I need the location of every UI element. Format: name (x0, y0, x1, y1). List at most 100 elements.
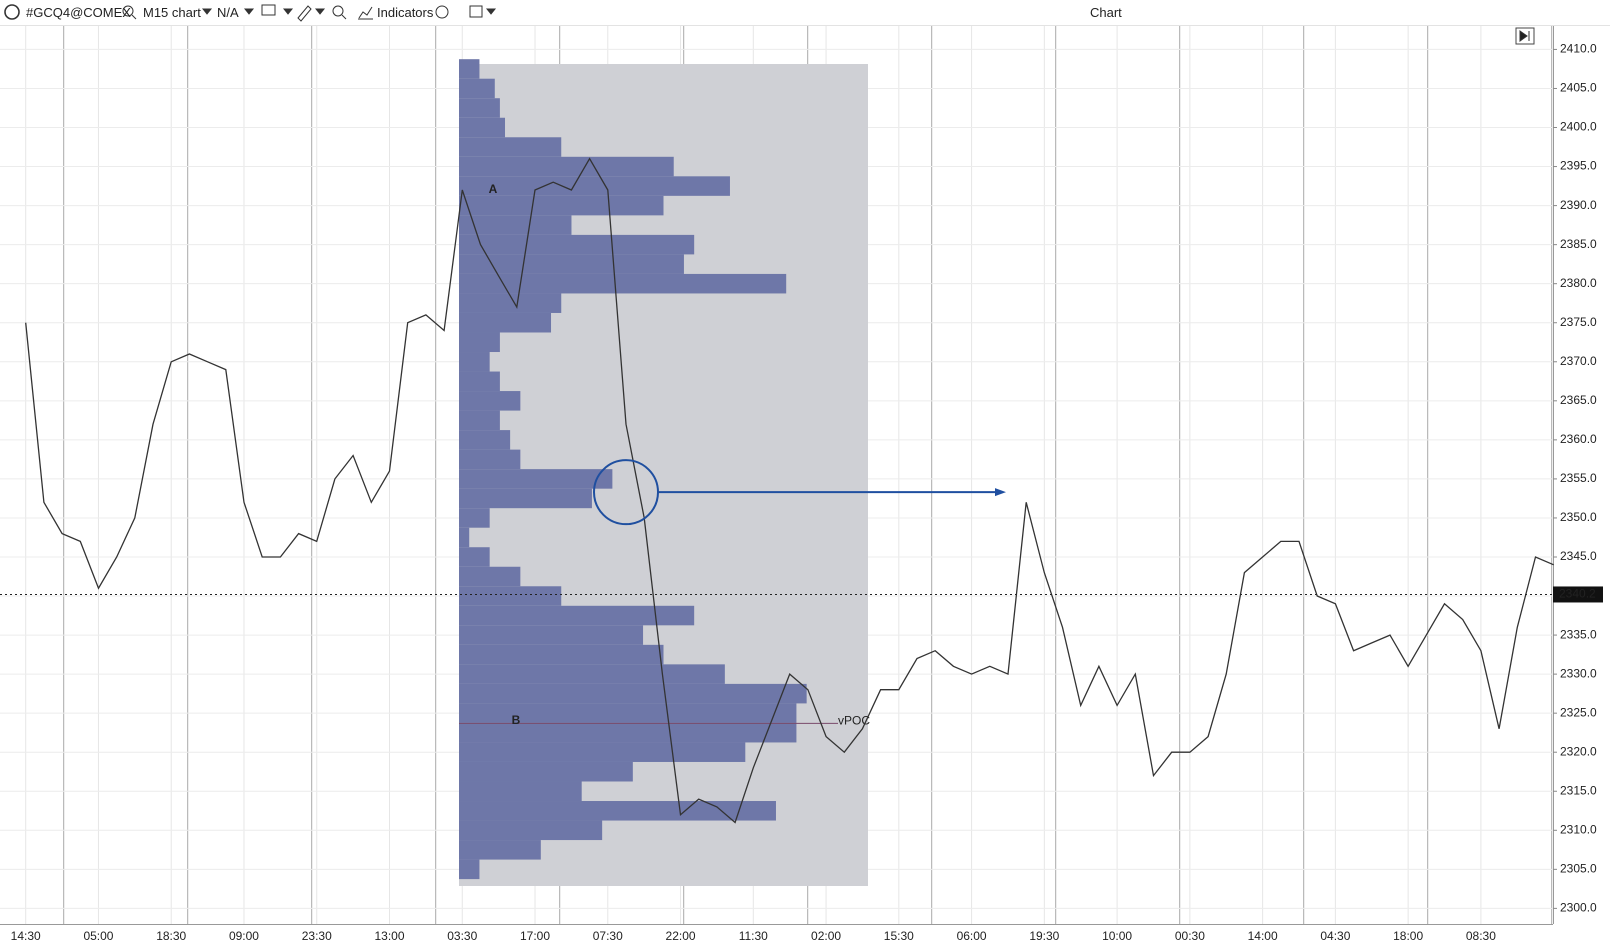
profile-bar (459, 527, 470, 548)
x-tick-label: 04:30 (1320, 929, 1350, 943)
profile-bar (459, 234, 695, 255)
x-tick-label: 11:30 (739, 929, 768, 943)
x-tick-label: 03:30 (447, 929, 477, 943)
x-tick-label: 05:00 (83, 929, 113, 943)
profile-bar (459, 801, 776, 821)
account[interactable]: N/A (217, 5, 239, 20)
profile-bar (459, 566, 521, 587)
profile-bar (459, 683, 807, 704)
x-tick-label: 02:00 (811, 929, 841, 943)
y-tick-label: 2315.0 (1560, 783, 1597, 797)
profile-bar (459, 195, 664, 216)
time-axis-border (0, 924, 1553, 925)
x-tick-label: 15:30 (884, 929, 914, 943)
profile-bar (459, 117, 506, 138)
profile-bar (459, 449, 521, 470)
y-tick-label: 2325.0 (1560, 705, 1597, 719)
profile-bar (459, 722, 797, 743)
x-tick-label: 14:00 (1248, 929, 1278, 943)
y-tick-label: 2335.0 (1560, 627, 1597, 641)
x-tick-label: 00:30 (1175, 929, 1205, 943)
profile-bar (459, 156, 674, 177)
y-tick-label: 2380.0 (1560, 276, 1597, 290)
y-tick-label: 2385.0 (1560, 237, 1597, 251)
profile-bar (459, 625, 644, 645)
x-tick-label: 22:00 (666, 929, 696, 943)
profile-bar (459, 703, 797, 723)
y-tick-label: 2300.0 (1560, 901, 1597, 915)
y-tick-label: 2365.0 (1560, 393, 1597, 407)
y-tick-label: 2330.0 (1560, 666, 1597, 680)
y-tick-label: 2410.0 (1560, 42, 1597, 56)
x-tick-label: 23:30 (302, 929, 332, 943)
y-tick-label: 2310.0 (1560, 822, 1597, 836)
last-price-tag (1553, 586, 1603, 603)
profile-bar (459, 469, 613, 489)
profile-bar (459, 332, 500, 353)
profile-bar (459, 840, 541, 860)
profile-bar (459, 586, 562, 606)
toolbar: #GCQ4@COMEX M15 chart N/A Indicators Cha… (0, 0, 1610, 26)
x-tick-label: 19:30 (1029, 929, 1059, 943)
window-title: Chart (1090, 5, 1122, 20)
timeframe[interactable]: M15 chart (143, 5, 201, 20)
price-axis-border (1553, 26, 1554, 924)
toolbar-icons (4, 4, 1535, 45)
y-tick-label: 2355.0 (1560, 471, 1597, 485)
y-tick-label: 2360.0 (1560, 432, 1597, 446)
y-tick-label: 2390.0 (1560, 198, 1597, 212)
profile-bar (459, 605, 695, 626)
symbol[interactable]: #GCQ4@COMEX (26, 5, 131, 20)
y-tick-label: 2400.0 (1560, 120, 1597, 134)
profile-bar (459, 761, 633, 782)
profile-bar (459, 98, 500, 118)
profile-bar (459, 644, 664, 665)
profile-bar (459, 137, 562, 157)
y-tick-label: 2395.0 (1560, 159, 1597, 173)
profile-bar (459, 78, 495, 99)
annotation: A (489, 182, 498, 196)
y-tick-label: 2305.0 (1560, 862, 1597, 876)
y-tick-label: 2405.0 (1560, 81, 1597, 95)
profile-bar (459, 391, 521, 411)
profile-bar (459, 410, 500, 431)
x-tick-label: 18:00 (1393, 929, 1423, 943)
profile-bar (459, 820, 603, 841)
y-tick-label: 2375.0 (1560, 315, 1597, 329)
profile-bar (459, 352, 490, 372)
profile-bar (459, 781, 582, 802)
profile-bar (459, 273, 787, 294)
annotation: B (512, 713, 521, 727)
profile-bar (459, 547, 490, 567)
profile-bar (459, 59, 480, 79)
profile-bar (459, 859, 480, 880)
profile-bar (459, 312, 552, 333)
profile-bar (459, 176, 730, 196)
x-tick-label: 08:30 (1466, 929, 1496, 943)
profile-bar (459, 371, 500, 392)
x-tick-label: 14:30 (11, 929, 41, 943)
last-price-label: 2340.2 (1559, 587, 1596, 601)
x-tick-label: 06:00 (957, 929, 987, 943)
x-tick-label: 07:30 (593, 929, 623, 943)
x-tick-label: 18:30 (156, 929, 186, 943)
y-tick-label: 2345.0 (1560, 549, 1597, 563)
profile-bar (459, 742, 746, 762)
profile-bar (459, 254, 684, 274)
indicators[interactable]: Indicators (377, 5, 434, 20)
profile-bar (459, 508, 490, 528)
arrow-head (995, 488, 1006, 497)
y-tick-label: 2370.0 (1560, 354, 1597, 368)
profile-bar (459, 430, 511, 450)
profile-bar (459, 293, 562, 313)
price-line (25, 157, 1554, 824)
x-tick-label: 09:00 (229, 929, 259, 943)
profile-bar (459, 664, 725, 684)
profile-bar (459, 215, 572, 235)
vpoc-label: vPOC (838, 713, 870, 727)
x-tick-label: 17:00 (520, 929, 550, 943)
x-tick-label: 10:00 (1102, 929, 1132, 943)
y-tick-label: 2350.0 (1560, 510, 1597, 524)
